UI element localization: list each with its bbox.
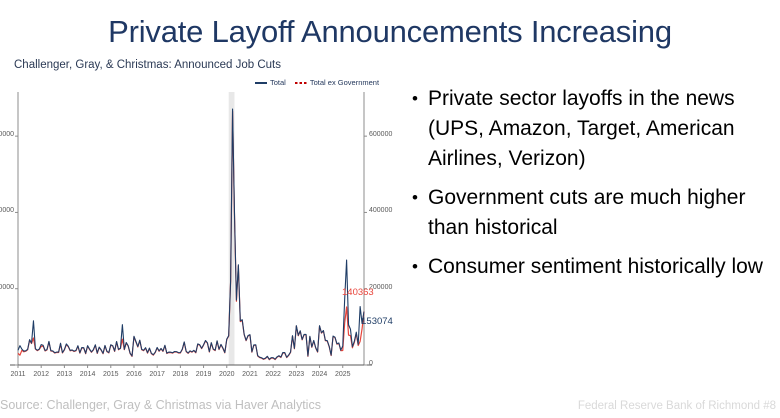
page-title: Private Layoff Announcements Increasing: [108, 14, 672, 49]
data-label-total-ex-government: 140363: [342, 287, 374, 299]
bullet-item-1: • Private sector layoffs in the news (UP…: [404, 84, 780, 174]
x-tick-label: 2021: [242, 371, 258, 378]
bullet-item-2: • Government cuts are much higher than h…: [404, 183, 780, 243]
x-tick-label: 2020: [218, 371, 235, 378]
x-tick-label: 2017: [149, 371, 165, 378]
series-total-path: [17, 108, 365, 360]
legend-swatch-total-ex-government-icon: [294, 81, 307, 84]
series-total-ex-government-path: [17, 110, 365, 361]
data-label-total: 153074: [361, 315, 393, 327]
x-tick-label: 2018: [172, 371, 189, 378]
y-tick-label-right: 0: [369, 360, 373, 367]
chart-container: Challenger, Gray, & Christmas: Announced…: [0, 52, 400, 392]
x-tick-label: 2014: [79, 371, 96, 378]
y-tick-label-right: 200000: [369, 283, 393, 291]
x-tick-label: 2013: [56, 371, 73, 378]
legend-swatch-total-icon: [255, 81, 267, 84]
x-tick-label: 2023: [288, 371, 305, 378]
x-tick-label: 2022: [265, 371, 281, 378]
x-tick-label: 2024: [311, 371, 328, 378]
legend-entry-total-ex-government: Total ex Government: [294, 78, 380, 87]
x-tick-label: 2016: [126, 371, 142, 378]
bullet-item-3: • Consumer sentiment historically low: [404, 252, 780, 282]
bullet-marker-icon: •: [412, 89, 418, 108]
y-tick-label-left: 400000: [0, 207, 14, 215]
x-tick-label: 2011: [10, 371, 26, 378]
legend-label-total-ex-government: Total ex Government: [309, 78, 380, 87]
bullet-text-2: Government cuts are much higher than his…: [428, 186, 746, 239]
bullet-marker-icon: •: [412, 257, 418, 276]
y-tick-label-right: 400000: [369, 207, 393, 215]
y-tick-label-left: 200000: [0, 283, 14, 291]
source-note: Source: Challenger, Gray & Christmas via…: [0, 398, 321, 412]
legend-entry-total: Total: [255, 78, 286, 87]
bullet-list: • Private sector layoffs in the news (UP…: [404, 84, 780, 291]
chart-plot-svg: [10, 92, 372, 368]
bullet-marker-icon: •: [412, 188, 418, 207]
bullet-text-3: Consumer sentiment historically low: [428, 255, 763, 278]
chart-legend: Total Total ex Government: [255, 78, 379, 87]
y-tick-label-right: 600000: [369, 131, 393, 139]
x-tick-label: 2012: [33, 371, 49, 378]
bullet-text-1: Private sector layoffs in the news (UPS,…: [428, 87, 735, 170]
organization-footer: Federal Reserve Bank of Richmond #8: [577, 400, 776, 412]
legend-label-total: Total: [270, 78, 286, 87]
x-tick-label: 2025: [334, 371, 351, 378]
x-tick-label: 2019: [195, 371, 212, 378]
axis-lines-group: [10, 92, 372, 368]
plot-area: 200000 400000 600000 0 200000 400000 600000 2…: [0, 90, 400, 378]
y-tick-label-left: 600000: [0, 131, 14, 139]
chart-subtitle: Challenger, Gray, & Christmas: Announced…: [14, 59, 281, 71]
x-tick-label: 2015: [102, 371, 119, 378]
